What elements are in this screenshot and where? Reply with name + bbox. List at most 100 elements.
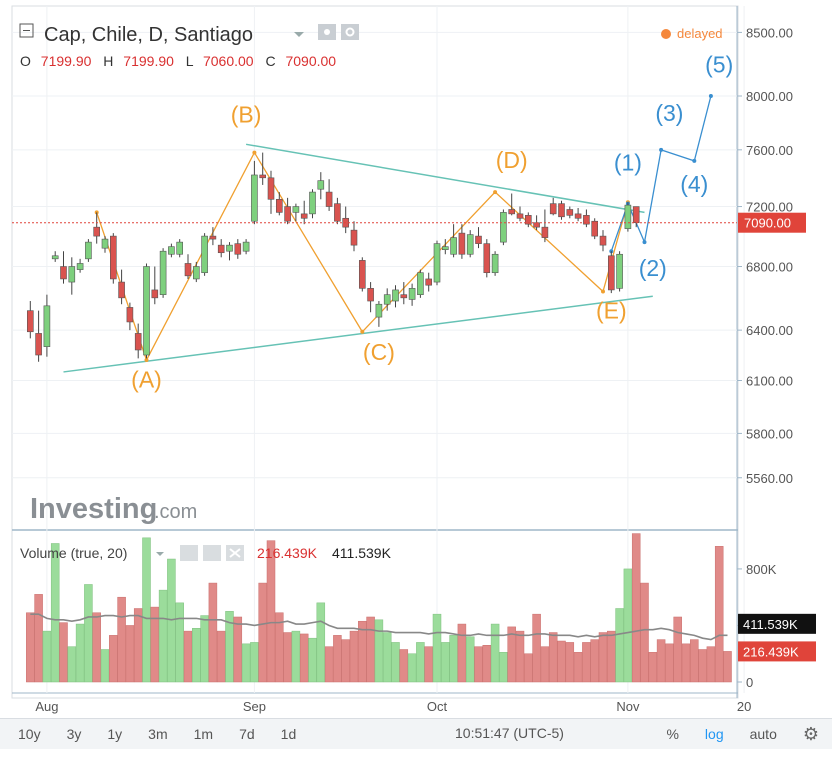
candle-body[interactable] xyxy=(184,263,192,277)
volume-bar[interactable] xyxy=(465,636,475,683)
candle-body[interactable] xyxy=(358,260,366,289)
volume-bar[interactable] xyxy=(75,623,85,683)
volume-bar[interactable] xyxy=(690,639,699,683)
volume-bar[interactable] xyxy=(67,646,77,683)
candles-layer[interactable] xyxy=(12,152,737,362)
volume-bar[interactable] xyxy=(557,640,566,683)
candle-body[interactable] xyxy=(300,213,308,219)
volume-bar[interactable] xyxy=(316,602,326,683)
volume-bar[interactable] xyxy=(324,646,334,683)
candle-body[interactable] xyxy=(110,235,117,280)
range-3y-button[interactable]: 3y xyxy=(66,726,82,742)
volume-bar[interactable] xyxy=(200,615,209,683)
volume-bar[interactable] xyxy=(266,540,276,683)
candle-body[interactable] xyxy=(134,333,142,351)
candle-body[interactable] xyxy=(85,241,92,260)
volume-chevron-down-icon[interactable] xyxy=(156,552,164,556)
volume-bar[interactable] xyxy=(474,646,483,683)
candle-body[interactable] xyxy=(309,191,316,215)
range-1y-button[interactable]: 1y xyxy=(107,726,123,742)
volume-bar[interactable] xyxy=(499,652,508,683)
candle-body[interactable] xyxy=(383,294,391,305)
candle-body[interactable] xyxy=(168,246,175,255)
candle-body[interactable] xyxy=(425,278,433,286)
candle-body[interactable] xyxy=(143,266,150,356)
candle-body[interactable] xyxy=(516,213,524,219)
volume-bar[interactable] xyxy=(34,594,43,683)
volume-bar[interactable] xyxy=(714,546,724,683)
volume-bar[interactable] xyxy=(457,623,467,683)
candle-body[interactable] xyxy=(68,266,76,283)
volume-bar[interactable] xyxy=(416,642,425,683)
candle-body[interactable] xyxy=(217,244,225,254)
volume-bar[interactable] xyxy=(399,649,409,683)
volume-bar[interactable] xyxy=(233,616,243,683)
volume-bar[interactable] xyxy=(158,589,168,683)
candle-body[interactable] xyxy=(93,226,100,237)
volume-bar[interactable] xyxy=(92,612,101,683)
candle-body[interactable] xyxy=(176,241,183,255)
candle-body[interactable] xyxy=(624,204,632,229)
log-toggle[interactable]: log xyxy=(704,726,724,742)
candle-body[interactable] xyxy=(558,203,565,218)
candle-body[interactable] xyxy=(400,294,408,299)
volume-bar[interactable] xyxy=(391,642,400,683)
candle-body[interactable] xyxy=(275,198,283,213)
candle-body[interactable] xyxy=(458,232,466,255)
volume-bar[interactable] xyxy=(573,652,583,683)
candle-body[interactable] xyxy=(151,289,159,299)
volume-bar[interactable] xyxy=(366,616,375,683)
volume-bar[interactable] xyxy=(532,613,541,683)
candle-body[interactable] xyxy=(500,212,507,243)
volume-bar[interactable] xyxy=(540,646,550,683)
candle-body[interactable] xyxy=(533,222,540,228)
candle-body[interactable] xyxy=(193,266,200,280)
candle-body[interactable] xyxy=(616,253,623,289)
candle-body[interactable] xyxy=(60,266,67,280)
candle-body[interactable] xyxy=(251,174,258,222)
volume-bar[interactable] xyxy=(133,608,143,683)
candle-body[interactable] xyxy=(159,250,167,295)
range-10y-button[interactable]: 10y xyxy=(18,726,41,742)
volume-bar[interactable] xyxy=(623,568,633,683)
volume-bar[interactable] xyxy=(299,633,309,683)
volume-bar[interactable] xyxy=(42,630,52,683)
volume-bar[interactable] xyxy=(515,630,525,683)
volume-bar[interactable] xyxy=(50,543,60,683)
volume-bar[interactable] xyxy=(673,616,682,683)
candle-body[interactable] xyxy=(574,213,582,219)
volume-bar[interactable] xyxy=(208,582,218,683)
gear-icon[interactable] xyxy=(341,24,359,40)
candle-body[interactable] xyxy=(350,229,358,246)
volume-bar[interactable] xyxy=(407,653,417,683)
candle-body[interactable] xyxy=(491,253,499,274)
volume-bar[interactable] xyxy=(382,632,392,683)
volume-bar[interactable] xyxy=(565,642,575,683)
candle-body[interactable] xyxy=(334,203,341,222)
candle-body[interactable] xyxy=(234,243,242,255)
volume-bar[interactable] xyxy=(524,653,533,683)
volume-bar[interactable] xyxy=(424,646,433,683)
volume-bar[interactable] xyxy=(258,582,267,683)
volume-bar[interactable] xyxy=(275,612,284,683)
candle-body[interactable] xyxy=(35,333,42,356)
candle-body[interactable] xyxy=(450,237,457,255)
candle-body[interactable] xyxy=(524,215,532,225)
volume-bar[interactable] xyxy=(482,645,492,683)
percent-toggle[interactable]: % xyxy=(666,726,679,742)
volume-title[interactable]: Volume (true, 20) xyxy=(20,545,127,561)
candle-body[interactable] xyxy=(367,288,374,302)
volume-bar[interactable] xyxy=(100,649,110,683)
candle-body[interactable] xyxy=(475,235,482,244)
volume-bar[interactable] xyxy=(341,639,350,683)
volume-bar[interactable] xyxy=(441,642,450,683)
volume-bar[interactable] xyxy=(150,606,160,683)
volume-bar[interactable] xyxy=(241,643,251,683)
candle-body[interactable] xyxy=(433,243,441,283)
volume-bar[interactable] xyxy=(358,620,367,683)
range-3m-button[interactable]: 3m xyxy=(148,726,168,742)
candle-body[interactable] xyxy=(632,206,640,224)
volume-bar[interactable] xyxy=(706,646,716,683)
candle-body[interactable] xyxy=(201,235,208,274)
volume-bar[interactable] xyxy=(723,651,732,683)
